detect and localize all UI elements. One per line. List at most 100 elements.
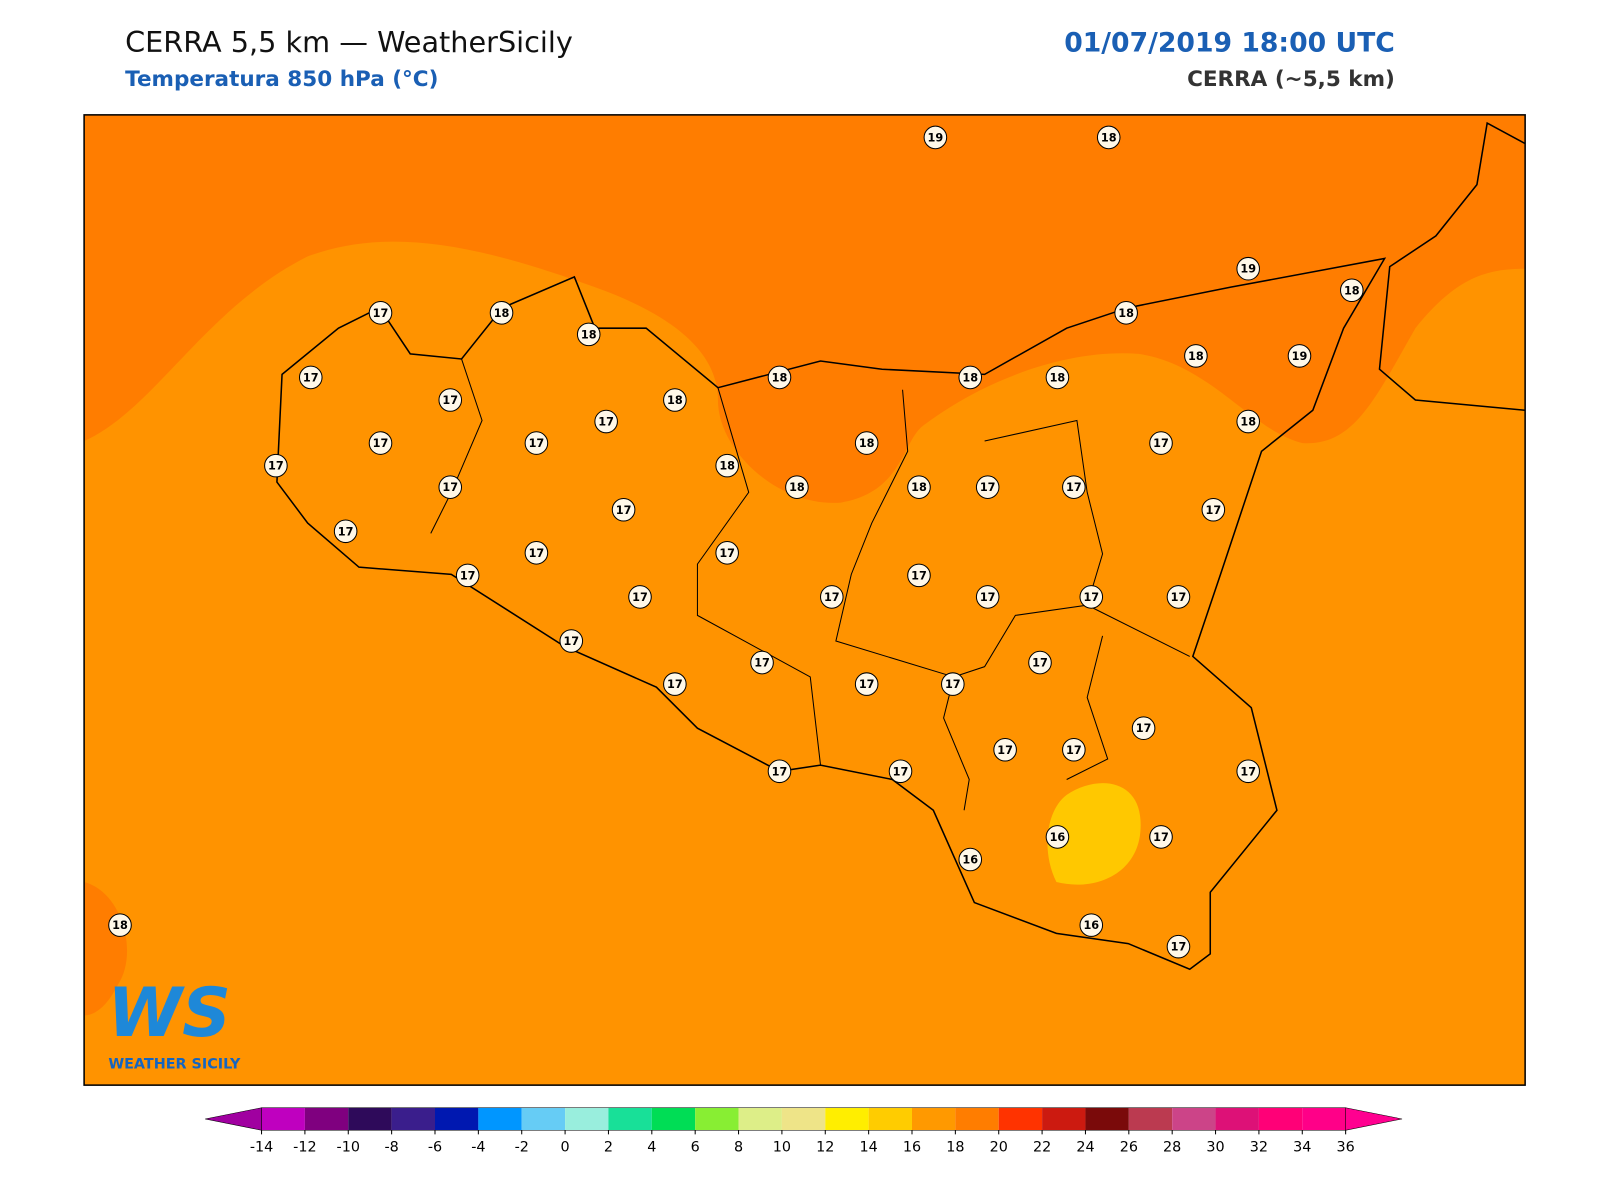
station-marker — [750, 650, 774, 675]
colorbar-under — [205, 1107, 262, 1131]
colorbar-bin — [391, 1107, 435, 1131]
station-marker — [333, 519, 358, 544]
station-value: 18 — [1101, 131, 1117, 144]
station-marker — [1184, 344, 1208, 368]
station-marker — [524, 541, 549, 565]
station-value: 18 — [719, 460, 735, 473]
station-value: 17 — [667, 678, 683, 691]
colorbar-tick-label: 6 — [691, 1140, 700, 1156]
station-marker — [941, 672, 965, 696]
station-value: 16 — [1050, 831, 1066, 844]
station-value: 17 — [719, 547, 735, 560]
colorbar-bin — [955, 1107, 999, 1131]
station-marker — [888, 759, 913, 784]
coastline — [1378, 121, 1526, 412]
colorbar-bin — [695, 1107, 739, 1131]
station-value: 17 — [563, 635, 579, 648]
station-marker — [1236, 256, 1260, 281]
station-value: 17 — [1171, 941, 1187, 954]
datetime: 01/07/2019 18:00 UTC — [1064, 28, 1395, 59]
station-marker — [1114, 301, 1138, 325]
station-value: 17 — [754, 657, 770, 670]
station-marker — [767, 759, 792, 784]
station-marker — [715, 541, 739, 565]
station-value: 17 — [1205, 504, 1221, 517]
station-value: 18 — [772, 371, 788, 384]
colorbar-bin — [1302, 1107, 1346, 1131]
colorbar-bin — [738, 1107, 782, 1131]
station-value: 17 — [1153, 831, 1169, 844]
station-marker — [108, 913, 132, 937]
map: WS WEATHER SICILY 19 18 19 18 17 18 18 18 18 19 17… — [83, 114, 1526, 1086]
station-marker — [767, 365, 792, 390]
title: CERRA 5,5 km — WeatherSicily — [125, 25, 573, 59]
station-marker — [1339, 278, 1364, 303]
station-marker — [923, 125, 948, 150]
station-value: 16 — [1083, 919, 1099, 932]
station-marker — [1028, 650, 1052, 675]
station-value: 18 — [859, 437, 875, 450]
station-marker — [663, 388, 687, 412]
station-marker — [663, 672, 687, 696]
station-value: 17 — [616, 504, 632, 517]
colorbar-tick-label: 20 — [990, 1140, 1008, 1156]
station-marker — [1045, 365, 1070, 390]
colorbar-tick-label: 30 — [1206, 1140, 1224, 1156]
colorbar-over — [1345, 1107, 1403, 1131]
station-value: 17 — [893, 765, 909, 778]
colorbar-tick-label: 32 — [1250, 1140, 1268, 1156]
station-value: 17 — [373, 307, 389, 320]
station-marker — [264, 453, 288, 478]
station-marker — [524, 431, 549, 455]
station-marker — [1062, 475, 1086, 499]
station-value: 17 — [529, 437, 545, 450]
station-marker — [1149, 431, 1173, 455]
station-value: 17 — [980, 481, 996, 494]
colorbar-tick-label: 36 — [1337, 1140, 1355, 1156]
colorbar-bin — [434, 1107, 479, 1131]
colorbar-bin — [825, 1107, 869, 1131]
colorbar-tick-label: 4 — [647, 1140, 656, 1156]
station-marker — [594, 409, 618, 434]
station-marker — [368, 301, 393, 325]
colorbar-tick-label: 16 — [903, 1140, 921, 1156]
station-value: 17 — [529, 547, 545, 560]
station-value: 18 — [1188, 350, 1204, 363]
station-value: 18 — [1344, 284, 1360, 297]
colorbar-bin — [1085, 1107, 1129, 1131]
station-marker — [559, 629, 584, 653]
station-value: 16 — [962, 854, 978, 867]
colorbar-bin — [348, 1107, 392, 1131]
station-value: 18 — [1118, 307, 1134, 320]
station-marker — [854, 431, 879, 455]
station-marker — [1079, 913, 1104, 937]
station-value: 17 — [442, 481, 458, 494]
station-value: 17 — [945, 678, 961, 691]
colorbar-tick-label: 22 — [1033, 1140, 1051, 1156]
station-marker — [1045, 825, 1070, 849]
station-marker — [1131, 716, 1156, 740]
station-value: 17 — [997, 744, 1013, 757]
station-marker — [455, 563, 480, 588]
colorbar: -14 -12 -10 -8 -6 -4 -2 0 2 4 6 8 10 12 14 16 18 20 22 24 26… — [205, 1107, 1403, 1156]
colorbar-tick-label: 0 — [561, 1140, 570, 1156]
station-marker — [1201, 497, 1226, 522]
colorbar-bin — [261, 1107, 305, 1131]
station-marker — [611, 497, 636, 522]
station-value: 17 — [598, 416, 614, 429]
station-marker — [907, 563, 931, 588]
station-value: 17 — [911, 569, 927, 582]
station-marker — [1236, 409, 1260, 434]
station-value: 17 — [373, 437, 389, 450]
colorbar-tick-label: 26 — [1120, 1140, 1138, 1156]
colorbar-tick-label: 8 — [734, 1140, 743, 1156]
station-value: 17 — [442, 394, 458, 407]
colorbar-tick-label: 10 — [773, 1140, 791, 1156]
station-value: 17 — [1171, 591, 1187, 604]
station-marker — [958, 847, 983, 872]
station-marker — [1166, 934, 1191, 959]
colorbar-bin — [651, 1107, 696, 1131]
station-marker — [975, 475, 1000, 499]
station-marker — [298, 365, 323, 390]
station-value: 17 — [1153, 437, 1169, 450]
